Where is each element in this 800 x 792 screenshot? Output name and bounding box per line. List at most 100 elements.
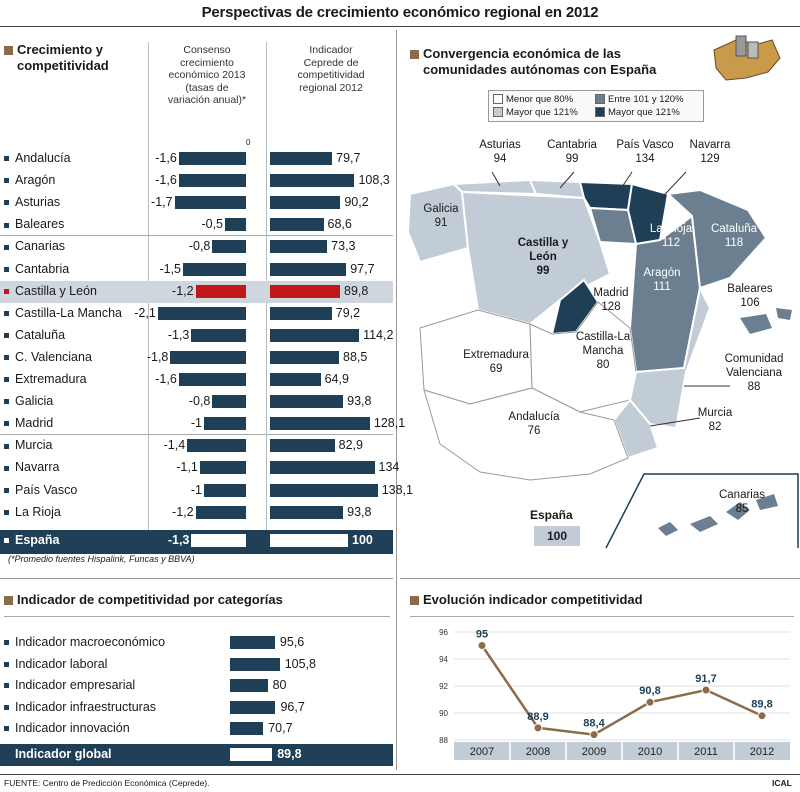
bullet-icon: [4, 537, 9, 543]
series-line: [480, 644, 763, 736]
row-separator: [0, 235, 393, 237]
data-label: 89,8: [751, 699, 772, 711]
map-label-value: 128: [601, 301, 621, 313]
section-title-text: Evolución indicador competitividad: [423, 592, 643, 607]
consenso-value: -1,8: [146, 349, 169, 364]
consenso-value: -0,5: [201, 217, 223, 232]
section-square-icon: [410, 596, 419, 606]
map-label-name: Madrid: [593, 287, 629, 299]
map-label-value: 85: [735, 503, 749, 515]
map-label-value: 69: [489, 363, 503, 375]
bottom-rule: [0, 774, 800, 775]
map-leader-line: [651, 171, 687, 209]
competitividad-value: 93,8: [347, 504, 372, 519]
y-tick-label: 94: [439, 655, 448, 664]
legend-item: Menor que 80%: [493, 93, 573, 106]
consenso-value: -2,1: [134, 305, 156, 320]
map-label-name: Galicia: [423, 203, 459, 215]
region-row: Navarra -1,1 134: [0, 457, 399, 479]
data-label: 88,9: [527, 711, 548, 723]
region-row: Aragón -1,6 108,3: [0, 170, 393, 192]
section-title-evolucion: Evolución indicador competitividad: [410, 592, 643, 608]
competitividad-bar: [270, 350, 340, 364]
consenso-value: -1,3: [167, 532, 190, 547]
region-label: Castilla-La Mancha: [4, 306, 122, 320]
section-title-crecimiento: Crecimiento y competitividad: [4, 42, 109, 74]
map-label-value: 129: [700, 153, 720, 165]
map-region-baleares-menorca: [776, 308, 792, 320]
competitividad-bar: [270, 196, 341, 210]
competitividad-bar: [270, 483, 378, 497]
legend-swatch: [595, 107, 605, 118]
consenso-value: -1,5: [159, 261, 181, 276]
region-row: La Rioja -1,2 93,8: [0, 502, 393, 524]
category-label: Indicador innovación: [4, 721, 130, 735]
category-value: 96,7: [280, 699, 305, 714]
bullet-icon: [4, 244, 9, 250]
legend-item: Mayor que 121%: [493, 106, 578, 119]
credit-text: ICAL: [772, 778, 792, 788]
x-tick-label: 2009: [582, 746, 606, 758]
region-row: País Vasco -1 138,1: [0, 480, 413, 502]
region-name: Madrid: [15, 416, 54, 431]
region-row: Asturias -1,7 90,2: [0, 192, 393, 214]
category-label: Indicador laboral: [4, 657, 107, 671]
consenso-value: -1,7: [151, 195, 173, 210]
x-tick-label: 2010: [638, 746, 662, 758]
y-tick-label: 90: [439, 709, 448, 718]
competitividad-bar: [270, 174, 355, 188]
consenso-value: -1,6: [155, 372, 177, 386]
competitividad-bar: [270, 461, 375, 475]
consenso-value: -1,4: [163, 438, 186, 453]
category-row: Indicador innovación 70,7: [0, 718, 393, 739]
map-label-name: Baleares: [727, 283, 773, 295]
section-divider: [396, 30, 397, 770]
section-title-line1: Crecimiento y: [17, 42, 103, 57]
consenso-value: -1,3: [167, 327, 190, 342]
map-label-andalucia: Andalucía 76: [494, 410, 574, 438]
bullet-icon: [4, 640, 9, 646]
map-label-value: 106: [740, 297, 760, 309]
map-label-name: Asturias: [479, 139, 521, 151]
legend-swatch: [595, 94, 605, 105]
competitividad-bar: [270, 328, 360, 342]
bullet-icon: [4, 661, 9, 667]
map-label-la-rioja: La Rioja 112: [644, 222, 698, 250]
row-separator: [0, 434, 393, 436]
region-label: Cataluña: [4, 328, 65, 342]
competitividad-value: 89,8: [344, 283, 369, 298]
region-row: Castilla y León -1,2 89,8: [0, 280, 393, 303]
spain-map: [406, 171, 799, 549]
category-bar: [230, 747, 273, 761]
category-name: Indicador macroeconómico: [15, 635, 166, 649]
map-label-value: 134: [635, 153, 655, 165]
data-label: 91,7: [695, 673, 716, 685]
source-text: FUENTE: Centro de Predicción Económica (…: [4, 778, 210, 788]
map-label-value: 112: [661, 237, 681, 249]
consenso-bar: [204, 483, 246, 497]
region-row: Cantabria -1,5 97,7: [0, 259, 393, 281]
category-name: Indicador innovación: [15, 721, 130, 735]
section-square-icon: [4, 596, 13, 606]
map-label-value: 76: [527, 425, 541, 437]
competitividad-value: 68,6: [327, 217, 352, 232]
map-label-cantabria: Cantabria 99: [542, 138, 602, 166]
category-label: Indicador global: [4, 747, 112, 761]
region-name: Canarias: [15, 239, 66, 254]
map-label-name: Extremadura: [463, 349, 529, 361]
competitividad-bar: [270, 395, 344, 409]
consenso-value: -1,2: [172, 283, 194, 298]
competitividad-value: 93,8: [347, 394, 372, 409]
consenso-bar: [178, 152, 246, 165]
consenso-bar: [195, 505, 246, 519]
category-bar: [230, 679, 268, 692]
col1-head-line: variación anual)*: [167, 94, 247, 106]
competitividad-bar: [270, 152, 333, 165]
region-label: Murcia: [4, 438, 53, 452]
region-label: País Vasco: [4, 483, 77, 497]
map-label-pais-vasco: País Vasco 134: [610, 138, 680, 166]
region-row: Galicia -0,8 93,8: [0, 391, 393, 413]
bullet-icon: [4, 421, 9, 427]
map-label-galicia: Galicia 91: [416, 202, 466, 230]
bullet-icon: [4, 222, 9, 228]
